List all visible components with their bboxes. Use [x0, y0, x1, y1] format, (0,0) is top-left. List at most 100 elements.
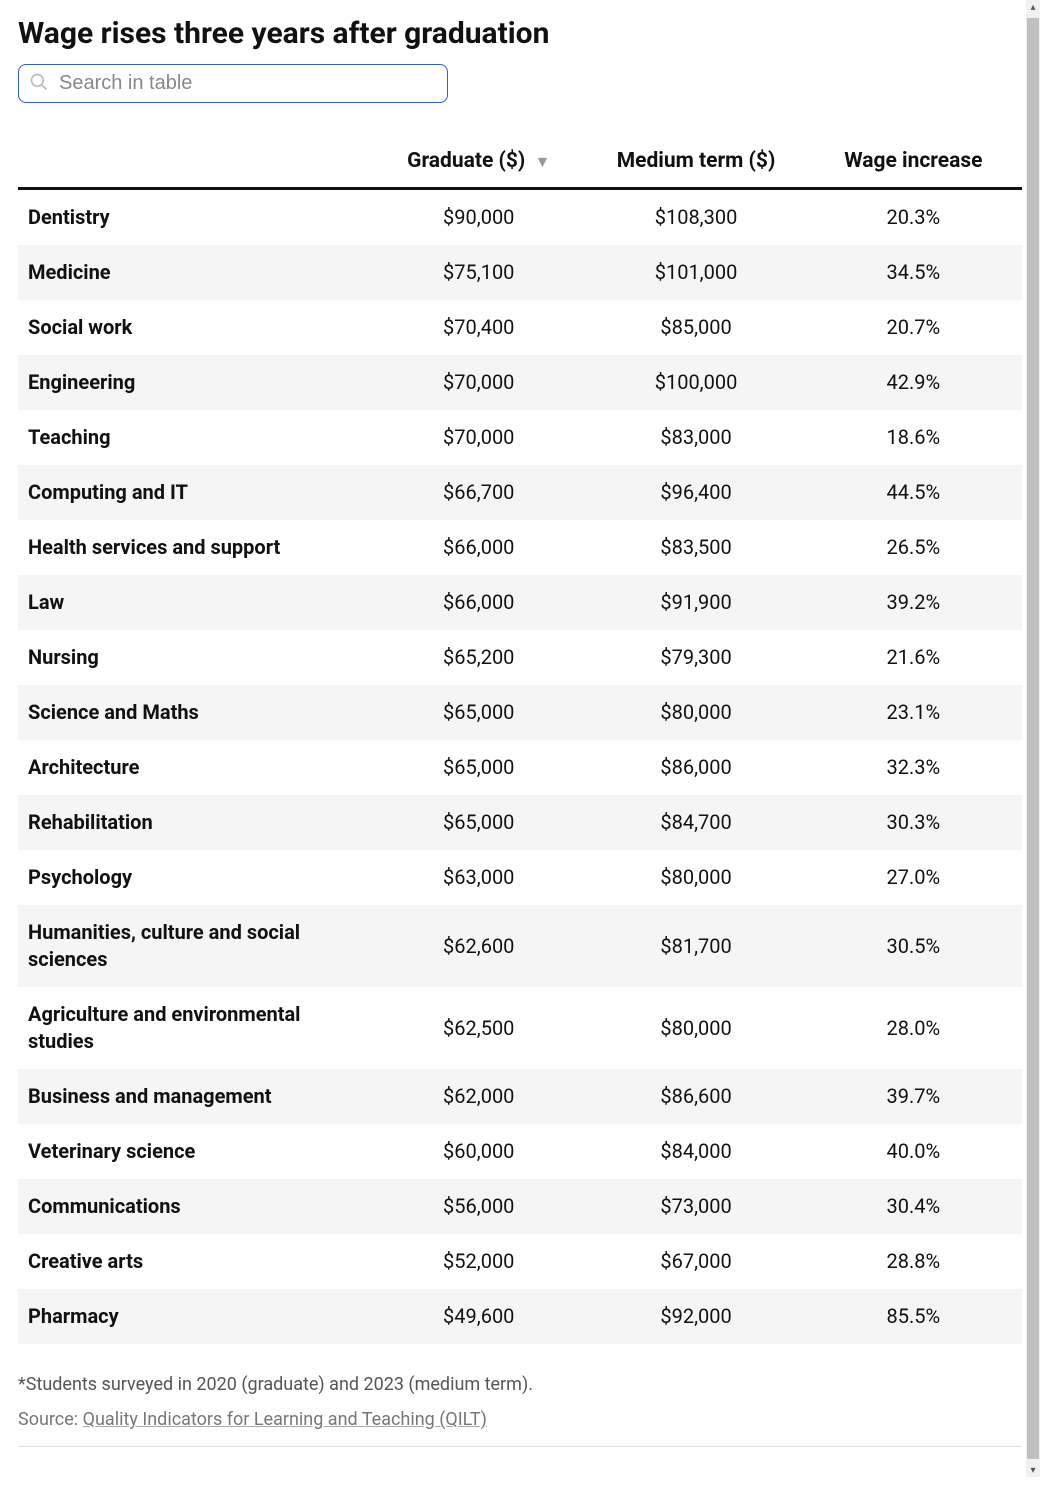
page-container: Wage rises three years after graduation … — [0, 0, 1040, 1477]
cell-wage-increase: 40.0% — [805, 1124, 1022, 1179]
cell-wage-increase: 20.3% — [805, 189, 1022, 246]
table-body: Dentistry$90,000$108,30020.3%Medicine$75… — [18, 189, 1022, 1345]
table-row: Pharmacy$49,600$92,00085.5% — [18, 1289, 1022, 1344]
cell-medium-term: $80,000 — [587, 685, 804, 740]
cell-graduate: $65,000 — [370, 795, 587, 850]
cell-field: Veterinary science — [18, 1124, 370, 1179]
cell-graduate: $62,600 — [370, 905, 587, 987]
cell-field: Social work — [18, 300, 370, 355]
table-row: Psychology$63,000$80,00027.0% — [18, 850, 1022, 905]
cell-field: Rehabilitation — [18, 795, 370, 850]
table-row: Teaching$70,000$83,00018.6% — [18, 410, 1022, 465]
cell-wage-increase: 39.7% — [805, 1069, 1022, 1124]
cell-field: Pharmacy — [18, 1289, 370, 1344]
cell-field: Nursing — [18, 630, 370, 685]
cell-wage-increase: 21.6% — [805, 630, 1022, 685]
col-header-wage-increase[interactable]: Wage increase — [805, 139, 1022, 189]
cell-wage-increase: 30.4% — [805, 1179, 1022, 1234]
table-row: Creative arts$52,000$67,00028.8% — [18, 1234, 1022, 1289]
table-row: Communications$56,000$73,00030.4% — [18, 1179, 1022, 1234]
cell-graduate: $90,000 — [370, 189, 587, 246]
table-row: Medicine$75,100$101,00034.5% — [18, 245, 1022, 300]
bottom-rule — [18, 1446, 1022, 1447]
col-header-label: Graduate ($) — [407, 149, 525, 173]
cell-medium-term: $84,000 — [587, 1124, 804, 1179]
cell-field: Computing and IT — [18, 465, 370, 520]
cell-graduate: $66,000 — [370, 575, 587, 630]
cell-medium-term: $91,900 — [587, 575, 804, 630]
cell-medium-term: $80,000 — [587, 850, 804, 905]
cell-medium-term: $86,600 — [587, 1069, 804, 1124]
search-field-wrap[interactable] — [18, 64, 448, 103]
cell-medium-term: $96,400 — [587, 465, 804, 520]
cell-medium-term: $100,000 — [587, 355, 804, 410]
cell-medium-term: $80,000 — [587, 987, 804, 1069]
page-title: Wage rises three years after graduation — [18, 16, 1022, 52]
col-header-graduate[interactable]: Graduate ($) ▼ — [370, 139, 587, 189]
scrollbar-track[interactable]: ▴ ▾ — [1026, 0, 1040, 1477]
cell-wage-increase: 30.3% — [805, 795, 1022, 850]
cell-wage-increase: 42.9% — [805, 355, 1022, 410]
table-row: Computing and IT$66,700$96,40044.5% — [18, 465, 1022, 520]
scroll-up-icon[interactable]: ▴ — [1026, 0, 1040, 14]
cell-graduate: $70,000 — [370, 410, 587, 465]
cell-field: Business and management — [18, 1069, 370, 1124]
col-header-field[interactable] — [18, 139, 370, 189]
table-row: Social work$70,400$85,00020.7% — [18, 300, 1022, 355]
cell-wage-increase: 26.5% — [805, 520, 1022, 575]
cell-graduate: $75,100 — [370, 245, 587, 300]
cell-field: Humanities, culture and social sciences — [18, 905, 370, 987]
cell-field: Communications — [18, 1179, 370, 1234]
cell-medium-term: $83,000 — [587, 410, 804, 465]
cell-graduate: $63,000 — [370, 850, 587, 905]
cell-field: Architecture — [18, 740, 370, 795]
table-row: Veterinary science$60,000$84,00040.0% — [18, 1124, 1022, 1179]
cell-graduate: $70,400 — [370, 300, 587, 355]
cell-wage-increase: 30.5% — [805, 905, 1022, 987]
table-row: Business and management$62,000$86,60039.… — [18, 1069, 1022, 1124]
cell-medium-term: $85,000 — [587, 300, 804, 355]
source-line: Source: Quality Indicators for Learning … — [18, 1409, 1022, 1430]
cell-field: Teaching — [18, 410, 370, 465]
cell-wage-increase: 28.0% — [805, 987, 1022, 1069]
cell-wage-increase: 44.5% — [805, 465, 1022, 520]
table-row: Engineering$70,000$100,00042.9% — [18, 355, 1022, 410]
scrollbar-thumb[interactable] — [1027, 18, 1039, 1459]
cell-field: Psychology — [18, 850, 370, 905]
table-row: Humanities, culture and social sciences$… — [18, 905, 1022, 987]
cell-field: Creative arts — [18, 1234, 370, 1289]
table-row: Nursing$65,200$79,30021.6% — [18, 630, 1022, 685]
cell-graduate: $49,600 — [370, 1289, 587, 1344]
footnote-text: *Students surveyed in 2020 (graduate) an… — [18, 1374, 1022, 1395]
search-icon — [29, 72, 49, 96]
table-row: Law$66,000$91,90039.2% — [18, 575, 1022, 630]
cell-medium-term: $79,300 — [587, 630, 804, 685]
wage-table: Graduate ($) ▼ Medium term ($) Wage incr… — [18, 139, 1022, 1344]
cell-field: Health services and support — [18, 520, 370, 575]
cell-wage-increase: 85.5% — [805, 1289, 1022, 1344]
cell-field: Agriculture and environmental studies — [18, 987, 370, 1069]
cell-graduate: $65,000 — [370, 685, 587, 740]
cell-wage-increase: 23.1% — [805, 685, 1022, 740]
cell-wage-increase: 39.2% — [805, 575, 1022, 630]
cell-wage-increase: 32.3% — [805, 740, 1022, 795]
cell-medium-term: $67,000 — [587, 1234, 804, 1289]
table-row: Agriculture and environmental studies$62… — [18, 987, 1022, 1069]
cell-wage-increase: 34.5% — [805, 245, 1022, 300]
cell-field: Dentistry — [18, 189, 370, 246]
scroll-down-icon[interactable]: ▾ — [1026, 1463, 1040, 1477]
cell-medium-term: $73,000 — [587, 1179, 804, 1234]
table-row: Health services and support$66,000$83,50… — [18, 520, 1022, 575]
cell-graduate: $56,000 — [370, 1179, 587, 1234]
cell-wage-increase: 27.0% — [805, 850, 1022, 905]
cell-field: Law — [18, 575, 370, 630]
source-link[interactable]: Quality Indicators for Learning and Teac… — [83, 1409, 487, 1430]
cell-field: Science and Maths — [18, 685, 370, 740]
cell-wage-increase: 28.8% — [805, 1234, 1022, 1289]
search-input[interactable] — [57, 71, 437, 96]
col-header-medium-term[interactable]: Medium term ($) — [587, 139, 804, 189]
table-row: Science and Maths$65,000$80,00023.1% — [18, 685, 1022, 740]
cell-medium-term: $81,700 — [587, 905, 804, 987]
cell-graduate: $62,500 — [370, 987, 587, 1069]
table-row: Architecture$65,000$86,00032.3% — [18, 740, 1022, 795]
